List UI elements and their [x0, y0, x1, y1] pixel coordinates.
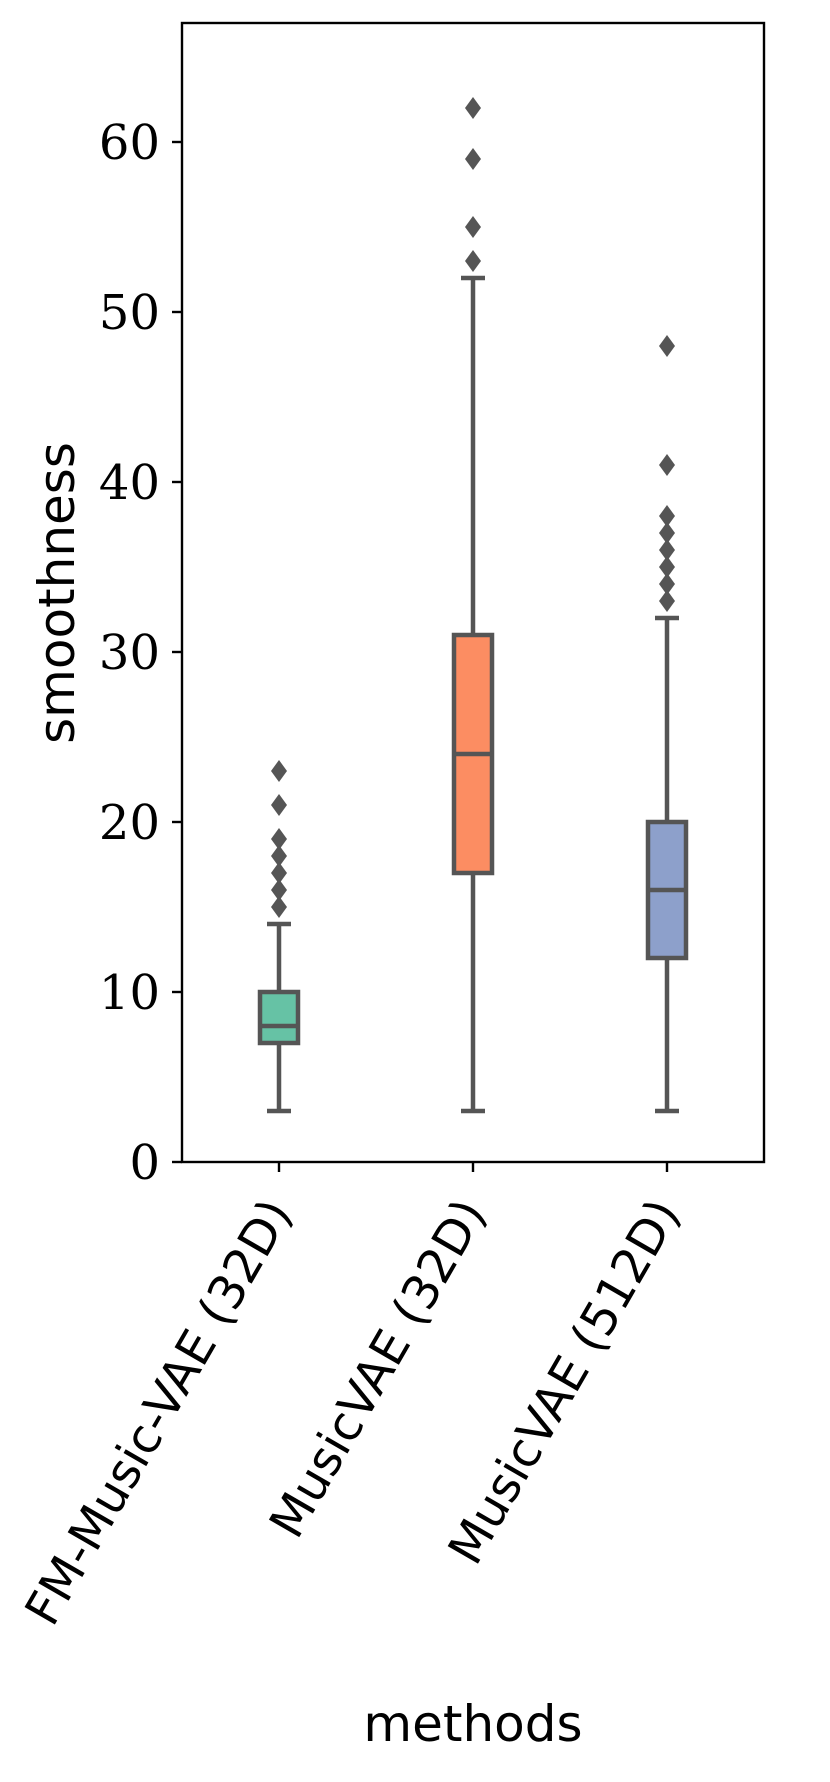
x-tick-label-1: MusicVAE (32D) — [259, 1190, 498, 1547]
outlier-0-0 — [271, 896, 287, 918]
box-group-1 — [451, 97, 495, 1114]
box-0 — [257, 989, 301, 1046]
outlier-2-3 — [659, 539, 675, 561]
y-tick-label-3: 30 — [99, 625, 160, 681]
y-tick-label-4: 40 — [99, 455, 160, 511]
outlier-2-7 — [659, 335, 675, 357]
outlier-1-0 — [465, 250, 481, 272]
x-axis-label: methods — [363, 1695, 582, 1753]
outlier-0-6 — [271, 760, 287, 782]
outlier-0-1 — [271, 879, 287, 901]
y-tick-label-6: 60 — [99, 115, 160, 171]
outlier-2-6 — [659, 454, 675, 476]
outlier-1-2 — [465, 148, 481, 170]
outlier-1-1 — [465, 216, 481, 238]
outlier-0-3 — [271, 845, 287, 867]
outlier-2-0 — [659, 590, 675, 612]
x-axis: FM-Music-VAE (32D)MusicVAE (32D)MusicVAE… — [14, 1162, 691, 1635]
outlier-0-2 — [271, 862, 287, 884]
x-tick-label-0: FM-Music-VAE (32D) — [14, 1190, 303, 1635]
plot-area — [257, 97, 689, 1114]
outlier-0-4 — [271, 828, 287, 850]
y-axis: 0 10 20 30 40 50 60 — [99, 115, 182, 1191]
outlier-0-5 — [271, 794, 287, 816]
y-axis-label: smoothness — [28, 442, 86, 744]
outlier-2-4 — [659, 522, 675, 544]
outlier-1-3 — [465, 97, 481, 119]
box-group-2 — [645, 335, 689, 1114]
y-tick-label-0: 0 — [129, 1135, 160, 1191]
outlier-2-1 — [659, 573, 675, 595]
y-tick-label-1: 10 — [99, 965, 160, 1021]
outlier-2-2 — [659, 556, 675, 578]
outlier-2-5 — [659, 505, 675, 527]
y-tick-label-5: 50 — [99, 285, 160, 341]
box-group-0 — [257, 760, 301, 1114]
y-tick-label-2: 20 — [99, 795, 160, 851]
